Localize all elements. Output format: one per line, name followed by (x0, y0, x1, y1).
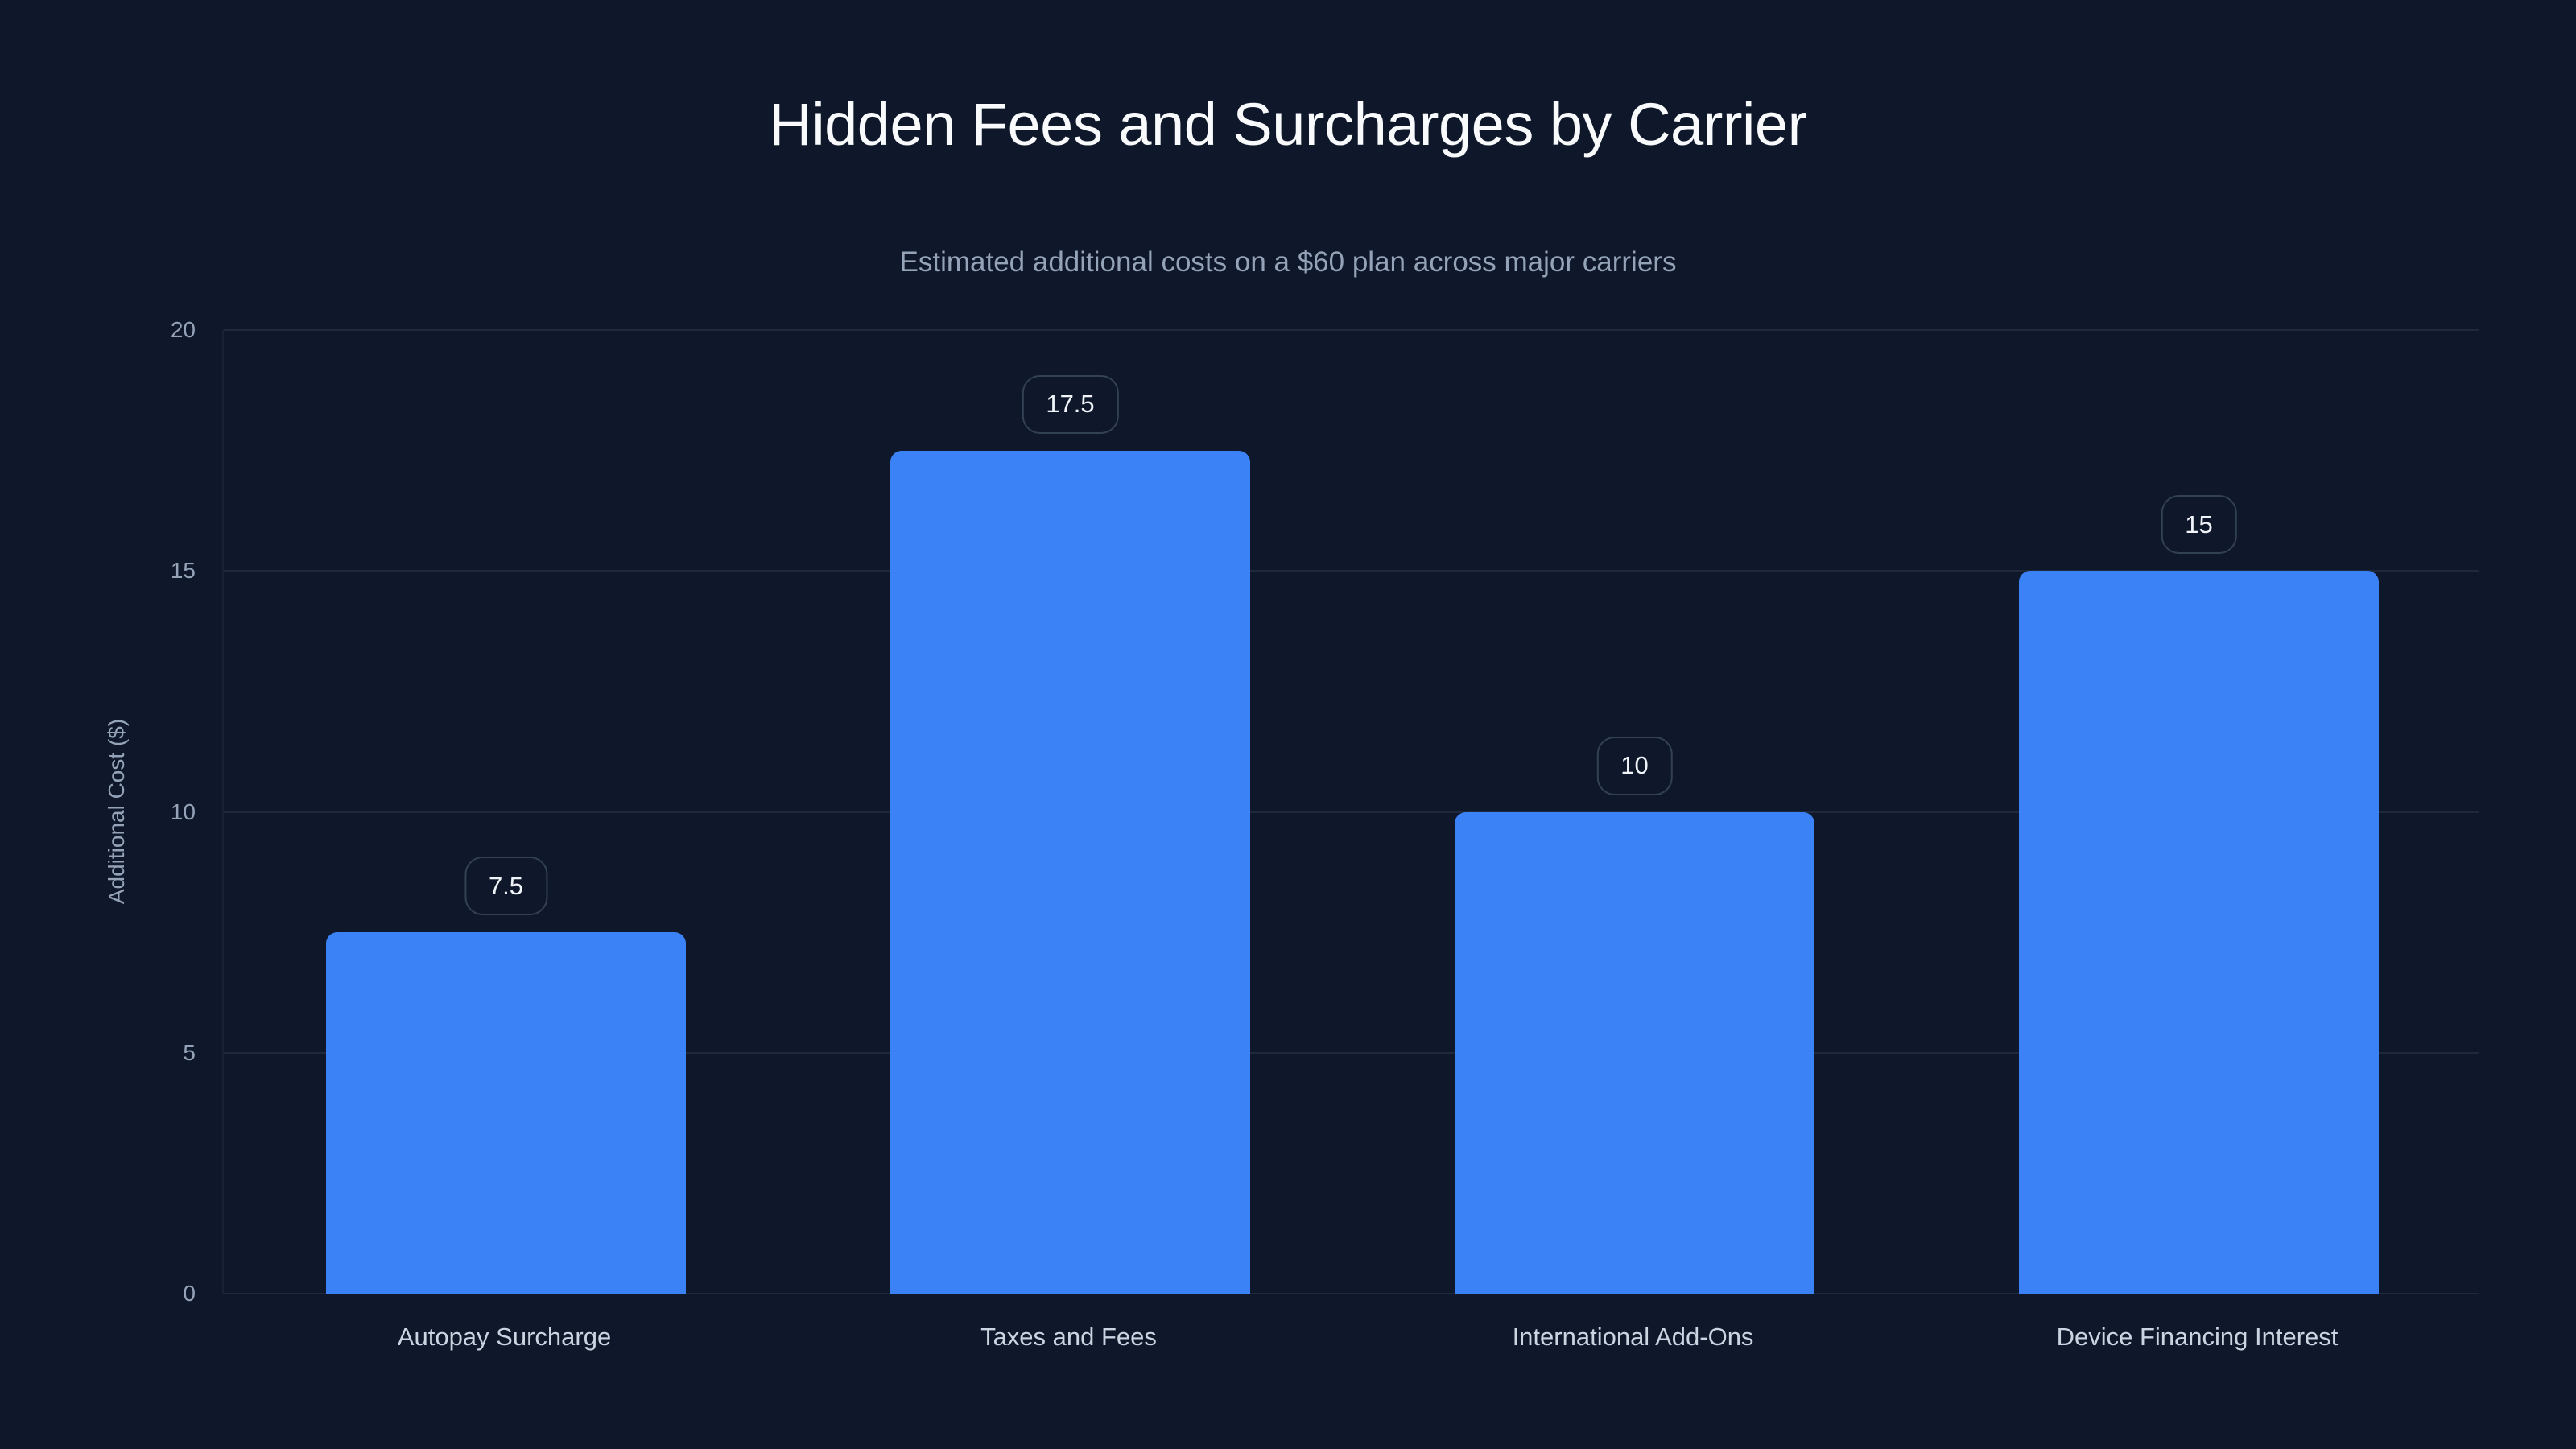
x-category-label: Autopay Surcharge (397, 1323, 612, 1351)
bar[interactable] (890, 450, 1250, 1294)
value-label: 10 (1596, 736, 1673, 795)
y-tick-label: 10 (170, 799, 196, 824)
x-category-label: International Add-Ons (1512, 1323, 1754, 1351)
y-tick-label: 20 (170, 317, 196, 342)
y-tick-label: 15 (170, 558, 196, 584)
value-label: 7.5 (464, 857, 548, 916)
gridline (224, 811, 2479, 813)
bar[interactable] (2019, 571, 2379, 1294)
chart-subtitle: Estimated additional costs on a $60 plan… (899, 246, 1677, 278)
value-label: 15 (2161, 495, 2237, 555)
gridline (224, 1293, 2479, 1294)
gridline (224, 570, 2479, 572)
value-label: 17.5 (1022, 374, 1119, 434)
y-tick-label: 5 (183, 1039, 196, 1065)
gridline (224, 1051, 2479, 1054)
chart-title: Hidden Fees and Surcharges by Carrier (769, 91, 1807, 158)
bar[interactable] (326, 932, 686, 1294)
y-tick-label: 0 (183, 1281, 196, 1306)
plot-area: 7.5 17.5 10 15 (222, 329, 2479, 1294)
x-category-label: Device Financing Interest (2056, 1323, 2339, 1351)
gridline (224, 329, 2479, 331)
bar[interactable] (1455, 811, 1814, 1294)
x-category-label: Taxes and Fees (980, 1323, 1157, 1351)
y-axis-title: Additional Cost ($) (104, 718, 129, 905)
